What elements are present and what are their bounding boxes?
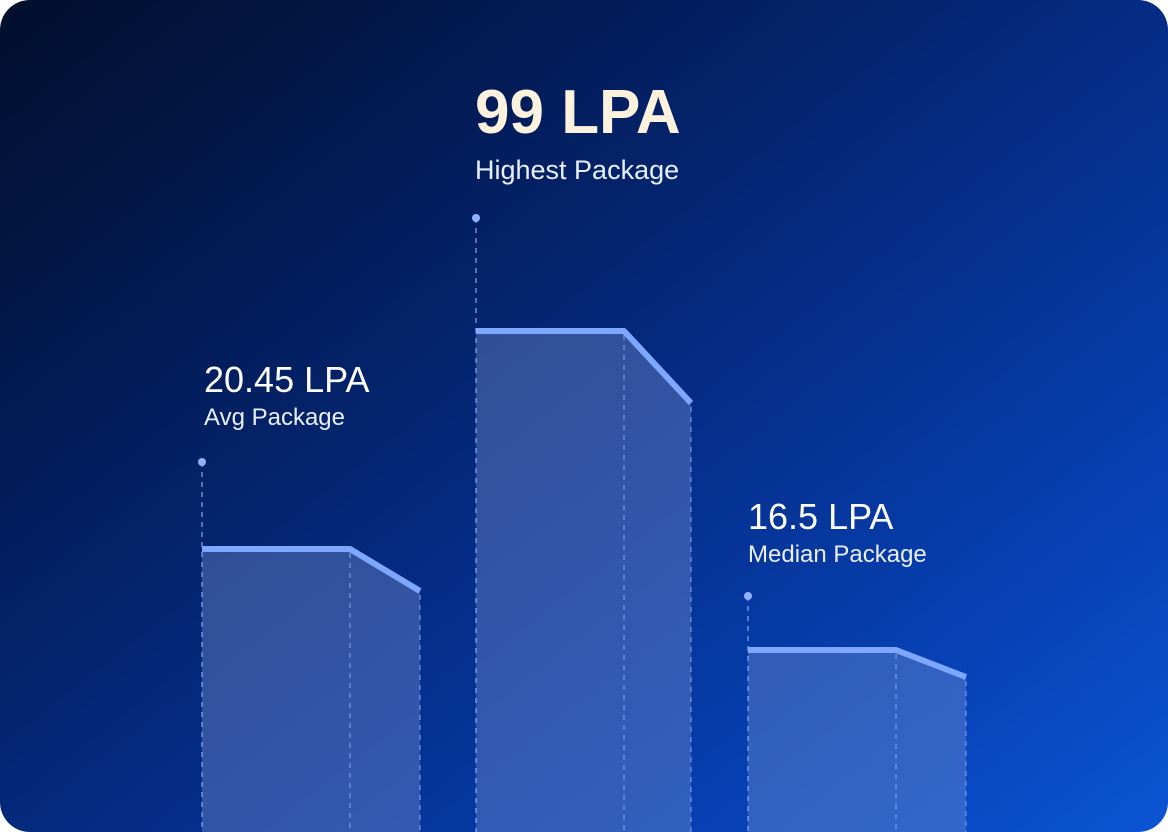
highest-bar <box>476 331 691 832</box>
highest-bar-top-edge <box>476 328 694 406</box>
median-package-stat: 16.5 LPA Median Package <box>748 499 927 567</box>
highest-marker-dot <box>472 214 480 222</box>
highest-package-value: 99 LPA <box>475 78 681 147</box>
avg-package-stat: 20.45 LPA Avg Package <box>204 362 369 430</box>
median-bar <box>748 650 966 832</box>
avg-package-label: Avg Package <box>204 404 345 431</box>
median-bar-top-edge <box>748 647 968 680</box>
median-marker-dot <box>744 592 752 600</box>
median-package-label: Median Package <box>748 541 927 568</box>
highest-package-stat: 99 LPA Highest Package <box>475 82 681 184</box>
avg-package-value: 20.45 LPA <box>204 359 370 400</box>
avg-bar <box>202 549 420 832</box>
median-package-value: 16.5 LPA <box>748 496 894 537</box>
highest-package-label: Highest Package <box>475 155 680 185</box>
avg-marker-dot <box>198 458 206 466</box>
avg-bar-top-edge <box>202 546 422 594</box>
